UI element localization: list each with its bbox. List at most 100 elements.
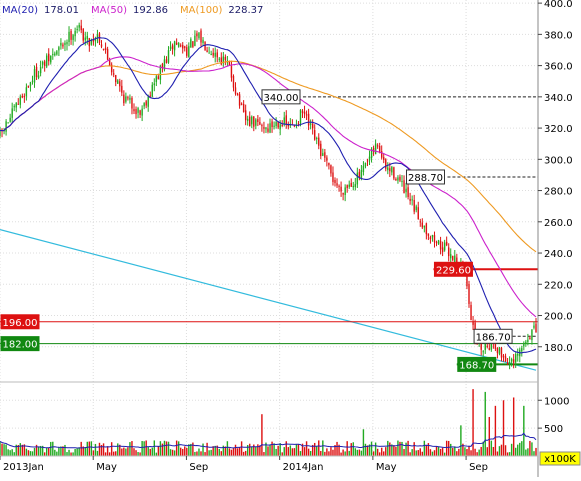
volume-bar <box>423 440 426 456</box>
candle-body <box>431 234 434 238</box>
candle-body <box>137 108 139 113</box>
volume-bar <box>462 443 464 456</box>
candle-body <box>529 337 531 339</box>
volume-bar <box>56 451 58 456</box>
volume-bar <box>506 452 509 456</box>
volume-bar <box>208 450 210 456</box>
candle-body <box>360 170 363 179</box>
volume-bar <box>269 444 271 456</box>
volume-bar <box>443 452 446 456</box>
volume-bar <box>167 441 170 456</box>
volume-bar <box>401 441 403 456</box>
volume-bar <box>153 440 156 456</box>
volume-bar <box>200 451 202 456</box>
candle-body <box>423 225 426 228</box>
candle-body <box>167 50 170 63</box>
volume-bar <box>271 441 273 456</box>
candle-body <box>346 185 348 189</box>
volume-bar <box>360 450 363 456</box>
candle-body <box>281 124 283 126</box>
candle-body <box>265 127 267 130</box>
candle-body <box>354 184 357 187</box>
candle-body <box>76 29 78 31</box>
volume-bar <box>121 448 123 456</box>
candle-body <box>129 97 131 100</box>
volume-bar <box>253 444 255 456</box>
candle-body <box>486 345 488 347</box>
level-label: 168.70 <box>459 360 494 371</box>
candle-body <box>393 167 395 179</box>
candle-body <box>139 110 141 115</box>
candle-body <box>380 151 383 158</box>
volume-bar <box>212 446 214 456</box>
volume-bar <box>141 441 143 456</box>
candle-body <box>494 344 497 349</box>
volume-bar <box>480 446 482 456</box>
volume-bar <box>13 452 15 456</box>
price-tick-label: 220.0 <box>544 280 573 291</box>
candle-body <box>190 39 192 48</box>
candle-body <box>403 180 405 194</box>
volume-bar <box>435 446 438 456</box>
candle-body <box>238 94 241 106</box>
volume-bar <box>326 448 328 456</box>
volume-bar <box>313 442 316 456</box>
candle-body <box>45 55 48 67</box>
volume-bar <box>376 448 379 456</box>
candle-body <box>50 55 52 63</box>
volume-bar <box>202 443 204 456</box>
volume-bar <box>336 441 338 456</box>
level-label-box <box>433 261 473 277</box>
candle-body <box>84 37 86 41</box>
volume-bar <box>226 441 229 456</box>
candle-body <box>364 162 367 167</box>
candle-body <box>517 354 519 356</box>
candle-body <box>159 66 162 80</box>
volume-bar <box>173 450 176 456</box>
candle-body <box>186 47 188 56</box>
level-label: 196.00 <box>3 318 38 329</box>
candle-body <box>332 172 334 182</box>
volume-bar <box>161 443 164 456</box>
candle-body <box>450 254 452 259</box>
volume-bar <box>531 442 533 456</box>
candle-body <box>535 323 537 333</box>
price-tick-label: 320.0 <box>544 124 573 135</box>
candle-body <box>437 240 440 245</box>
volume-bar <box>251 446 253 456</box>
volume-bar <box>84 447 86 456</box>
candle-body <box>222 56 225 64</box>
volume-bar <box>307 448 310 456</box>
candle-body <box>131 97 133 109</box>
volume-bar <box>263 452 265 456</box>
candle-body <box>253 116 255 127</box>
volume-bar <box>494 405 497 456</box>
volume-bar <box>488 416 491 456</box>
ma20-line <box>0 37 537 354</box>
volume-bar <box>283 447 285 456</box>
candle-body <box>472 321 474 325</box>
candle-body <box>439 240 442 250</box>
volume-bar <box>474 448 476 456</box>
volume-bar <box>535 447 537 456</box>
volume-bar <box>54 449 56 456</box>
volume-bar <box>472 389 474 456</box>
candle-body <box>261 125 263 127</box>
volume-bar <box>419 448 421 456</box>
candle-body <box>108 59 111 66</box>
volume-bar <box>102 443 105 456</box>
candle-body <box>117 80 119 84</box>
candle-body <box>21 95 24 98</box>
volume-bar <box>519 442 521 456</box>
level-label-box <box>0 314 40 330</box>
volume-bar <box>279 443 281 456</box>
candle-body <box>19 96 22 105</box>
candle-body <box>74 30 76 37</box>
volume-tick-label: 1000 <box>544 396 569 407</box>
candle-body <box>102 48 105 50</box>
volume-bar <box>378 452 381 456</box>
legend-value: 178.01 <box>44 5 79 16</box>
volume-bar <box>112 451 115 456</box>
candle-body <box>508 362 511 364</box>
candle-body <box>425 223 428 235</box>
